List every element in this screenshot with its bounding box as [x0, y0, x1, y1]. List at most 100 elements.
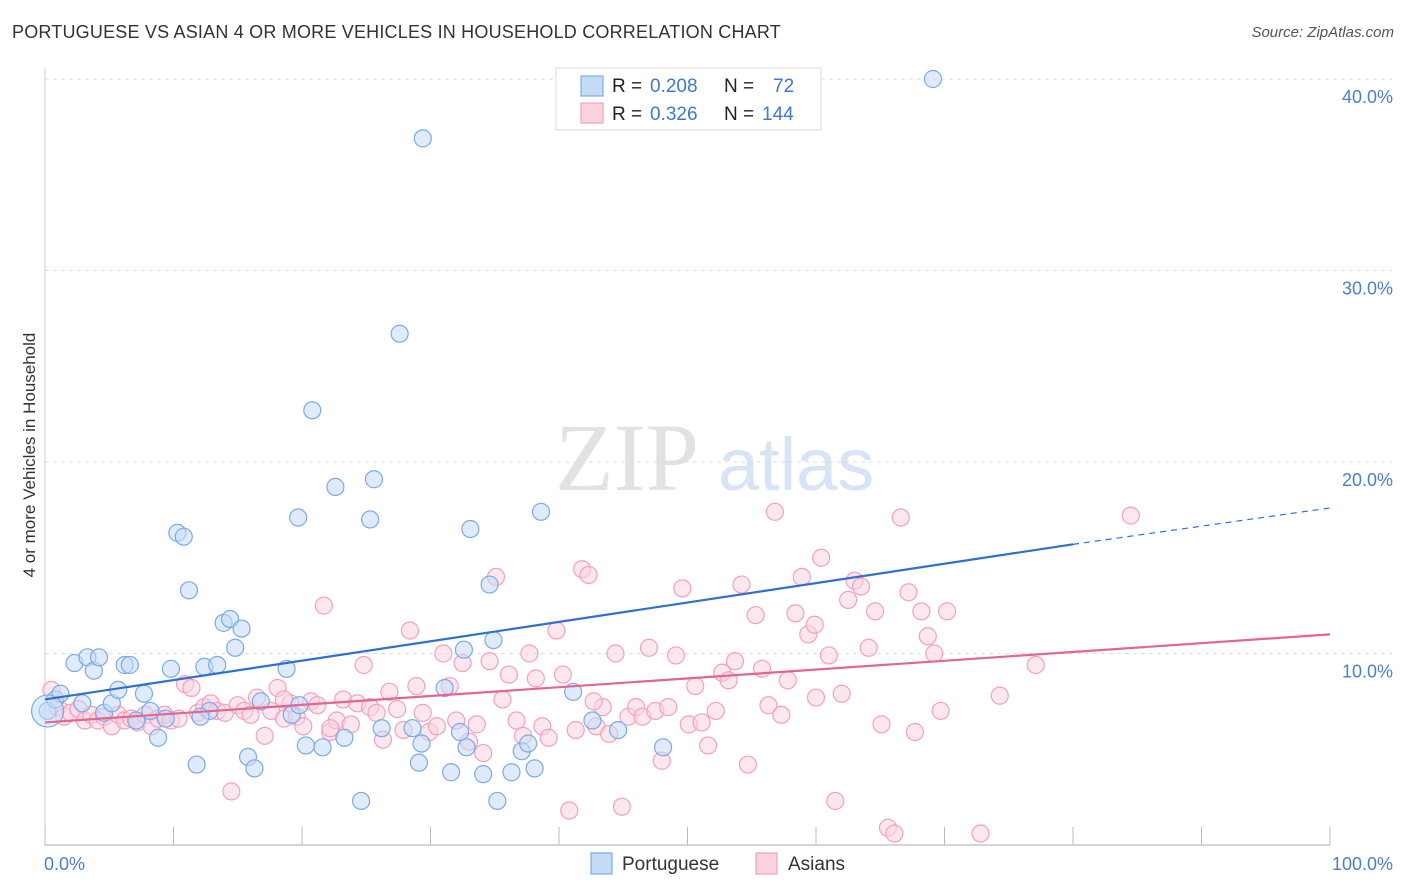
asians-point	[686, 676, 705, 696]
trend-lines	[44, 507, 1331, 724]
portuguese-point	[245, 759, 264, 778]
asians-point	[659, 698, 678, 717]
portuguese-point	[335, 728, 354, 747]
portuguese-swatch	[580, 75, 604, 97]
asians-point	[673, 579, 692, 598]
portuguese-point	[174, 527, 193, 546]
portuguese-point	[364, 470, 384, 489]
asians-trend-line	[44, 633, 1331, 724]
y-tick-label: 10.0%	[1342, 662, 1393, 682]
asians-swatch	[580, 102, 604, 124]
asians-point	[692, 713, 711, 732]
portuguese-point	[89, 648, 109, 667]
portuguese-point	[480, 575, 499, 594]
portuguese-r-value: 0.208	[650, 76, 698, 97]
asians-point	[937, 602, 957, 621]
asians-point	[182, 678, 201, 698]
portuguese-point	[73, 694, 92, 713]
chart-title: PORTUGUESE VS ASIAN 4 OR MORE VEHICLES I…	[12, 22, 781, 42]
asians-point	[839, 590, 858, 609]
asians-point	[851, 577, 871, 596]
asians-point	[899, 583, 918, 602]
asians-point	[413, 703, 432, 722]
asians-point	[507, 711, 526, 730]
asians-point	[905, 722, 925, 742]
asians-point	[832, 684, 851, 703]
portuguese-point	[372, 719, 391, 738]
watermark-zip: ZIP	[555, 404, 699, 511]
grid	[45, 78, 1392, 654]
portuguese-point	[296, 736, 315, 755]
asians-point	[826, 791, 845, 811]
asians-point	[526, 669, 545, 688]
portuguese-point	[313, 738, 332, 757]
asians-point	[772, 705, 791, 724]
portuguese-n-value: 72	[773, 76, 794, 97]
asians-point	[925, 644, 944, 663]
legend-label-asians: Asians	[788, 854, 845, 875]
asians-point	[222, 782, 241, 801]
asians-point	[805, 615, 824, 634]
x-tick-label: 100.0%	[1332, 854, 1393, 874]
portuguese-point	[502, 763, 521, 782]
portuguese-point	[120, 655, 139, 675]
portuguese-point	[653, 738, 673, 757]
asians-point	[698, 736, 718, 755]
portuguese-point	[413, 129, 432, 148]
asians-point	[891, 508, 910, 527]
portuguese-point	[403, 719, 422, 738]
portuguese-point	[457, 738, 476, 757]
asians-point	[314, 596, 333, 615]
tick-labels: 10.0% 20.0% 30.0% 40.0% 0.0% 100.0%	[44, 87, 1393, 874]
y-tick-label: 30.0%	[1342, 279, 1393, 299]
portuguese-point	[179, 581, 199, 600]
asians-point	[765, 502, 784, 521]
portuguese-point	[208, 655, 227, 675]
x-tick-label: 0.0%	[44, 854, 85, 874]
asians-point	[1026, 655, 1045, 675]
asians-point	[931, 701, 950, 721]
portuguese-trend-line	[44, 543, 1074, 701]
asians-n-value: 144	[762, 104, 794, 125]
portuguese-point	[441, 763, 461, 782]
y-axis-label: 4 or more Vehicles in Household	[20, 333, 39, 578]
asians-r-label: R =	[612, 104, 642, 125]
asians-point	[1121, 506, 1140, 525]
portuguese-point	[161, 659, 181, 678]
asians-point	[547, 621, 566, 640]
asians-point	[746, 606, 765, 625]
watermark-atlas: atlas	[718, 423, 874, 506]
portuguese-point	[326, 477, 345, 496]
portuguese-n-label: N =	[724, 76, 754, 97]
asians-point	[759, 696, 778, 715]
portuguese-r-label: R =	[612, 76, 642, 97]
asians-r-value: 0.326	[650, 104, 698, 125]
asians-point	[706, 701, 725, 721]
asians-point	[474, 743, 493, 763]
portuguese-point	[409, 753, 429, 772]
asians-point	[885, 824, 904, 843]
asians-point	[738, 755, 757, 774]
asians-point	[520, 644, 539, 663]
asians-point	[806, 688, 826, 707]
portuguese-point	[412, 734, 431, 753]
asians-point	[560, 801, 579, 820]
asians-point	[792, 567, 811, 587]
asians-point	[499, 665, 518, 684]
asians-point	[553, 665, 572, 684]
asians-point	[786, 604, 805, 623]
legend-swatch-portuguese	[590, 852, 613, 875]
asians-point	[912, 602, 931, 621]
portuguese-point	[583, 711, 602, 730]
asians-point	[971, 824, 990, 843]
legend-label-portuguese: Portuguese	[622, 854, 719, 875]
asians-point	[725, 652, 745, 671]
asians-point	[255, 726, 274, 745]
portuguese-point	[226, 638, 245, 657]
asians-point	[990, 686, 1009, 705]
asians-point	[612, 797, 632, 816]
asians-point	[387, 699, 407, 719]
portuguese-point	[251, 692, 270, 711]
asians-point	[241, 705, 260, 724]
